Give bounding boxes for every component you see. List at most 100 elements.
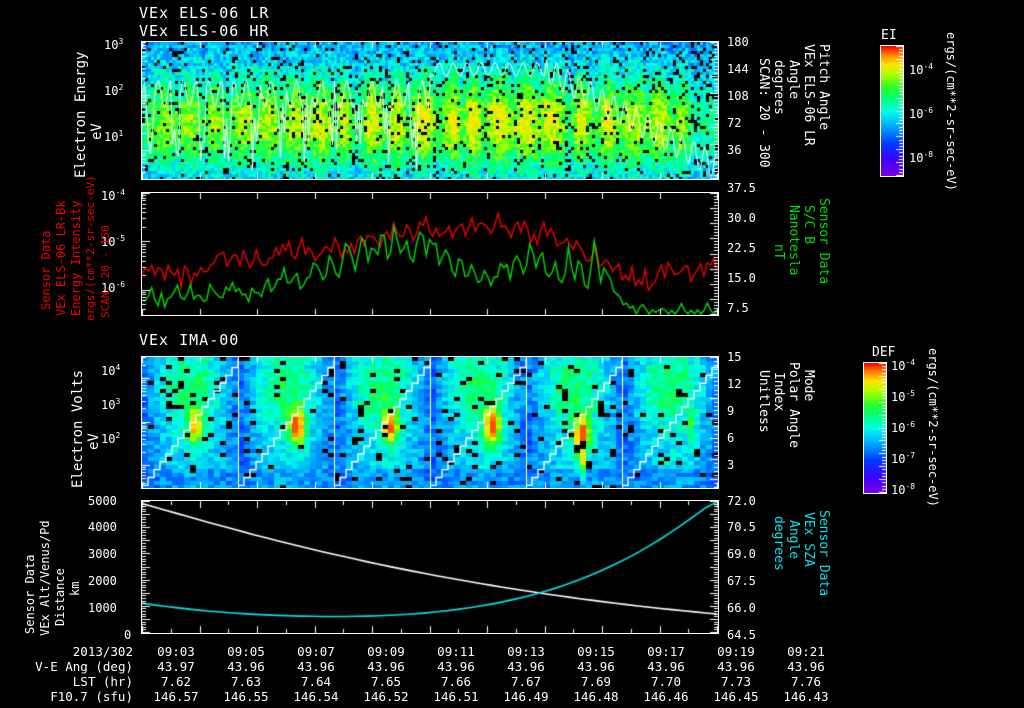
panel4-rlabel-angle: Angle: [786, 520, 801, 560]
panel4-rtick-2: 69.0: [727, 547, 756, 561]
panel1-ytick-0: 103: [104, 37, 124, 52]
panel4-llabel-inst: VEx Alt/Venus/Pd: [38, 520, 52, 636]
panel3-title: VEx IMA-00: [139, 331, 240, 349]
panel3-rtick-2: 9: [727, 404, 735, 418]
panel2-llabel-sensor: Sensor Data: [39, 230, 53, 310]
panel3-ylabel: Electron Volts: [70, 369, 86, 488]
table-cell: 7.63: [230, 674, 262, 689]
panel1-rtick-4: 36: [727, 143, 742, 157]
colorbar1-tick-2: 10-8: [909, 150, 934, 165]
table-cell: 146.57: [153, 689, 199, 704]
table-cell: 43.96: [437, 659, 475, 674]
panel4-rtick-0: 72.0: [727, 494, 756, 508]
panel4-rtick-1: 70.5: [727, 520, 756, 534]
panel1-ytick-2: 101: [104, 129, 124, 144]
panel3-rlabel-index: Index: [771, 372, 786, 412]
table-cell: 09:19: [717, 644, 755, 659]
panel4-ytick-2: 3000: [88, 547, 117, 561]
panel4-rlabel-sensor: Sensor Data: [816, 510, 831, 597]
table-cell: 7.69: [580, 674, 612, 689]
table-cell: 146.48: [573, 689, 619, 704]
panel3-rlabel-mode: Mode: [801, 370, 816, 402]
colorbar2-tick-2: 10-6: [891, 420, 916, 435]
table-row-label: 2013/302: [72, 644, 133, 659]
panel4-llabel-sensor: Sensor Data: [23, 554, 37, 634]
panel4-rtick-4: 66.0: [727, 601, 756, 615]
panel2-ytick-2: 10-6: [101, 280, 126, 295]
table-cell: 09:11: [437, 644, 475, 659]
table-cell: 146.49: [503, 689, 549, 704]
panel1-title-hr: VEx ELS-06 HR: [139, 22, 270, 40]
panel4-ytick-4: 1000: [88, 601, 117, 615]
panel3-rlabel-polar: Polar Angle: [786, 362, 801, 449]
table-cell: 146.43: [783, 689, 829, 704]
panel1-rtick-3: 72: [727, 116, 742, 130]
panel2-llabel-quantity: Energy Intensity: [69, 200, 83, 316]
table-cell: 09:09: [367, 644, 405, 659]
panel1-rtick-2: 108: [727, 89, 749, 103]
panel2-llabel-units: ergs/(cm**2-sr-sec-eV): [84, 175, 97, 321]
table-row: V-E Ang (deg) 43.97 43.96 43.96 43.96 43.96 43…: [8, 659, 841, 674]
table-cell: 146.46: [643, 689, 689, 704]
table-cell: 09:03: [157, 644, 195, 659]
colorbar1-tick-1: 10-6: [909, 106, 934, 121]
table-cell: 09:21: [787, 644, 825, 659]
table-cell: 43.96: [717, 659, 755, 674]
panel2-rlabel-unitname: Nanotesla: [786, 205, 801, 276]
panel1-rlabel-pitch: Pitch Angle: [816, 44, 831, 131]
panel4-ytick-1: 4000: [88, 520, 117, 534]
panel2-rtick-3: 15.0: [727, 271, 756, 285]
table-cell: 146.51: [433, 689, 479, 704]
table-cell: 09:17: [647, 644, 685, 659]
colorbar2: [863, 362, 887, 494]
panel3-plot[interactable]: [141, 356, 719, 489]
colorbar2-tick-4: 10-8: [891, 482, 916, 497]
panel3-yunits: eV: [86, 433, 102, 450]
table-row-label: V-E Ang (deg): [35, 659, 133, 674]
panel4-rlabel-sza: VEx SZA: [801, 512, 816, 567]
colorbar1-units: ergs/(cm**2-sr-sec-eV): [944, 32, 958, 191]
colorbar2-tick-3: 10-7: [891, 451, 916, 466]
panel1-plot[interactable]: [141, 41, 719, 180]
panel1-ytick-1: 102: [104, 83, 124, 98]
panel1-rlabel-degrees: degrees: [771, 60, 786, 115]
panel2-ytick-1: 10-5: [101, 234, 126, 249]
panel1-title-lr: VEx ELS-06 LR: [139, 4, 270, 22]
panel2-llabel-inst: VEx ELS-06 LR-Bk: [54, 200, 68, 316]
panel2-rtick-4: 7.5: [727, 301, 749, 315]
panel4-llabel-distance: Distance: [53, 568, 67, 626]
panel3-rtick-0: 15: [727, 350, 742, 364]
panel4-ytick-0: 5000: [88, 494, 117, 508]
table-row: 2013/302 09:03 09:05 09:07 09:09 09:11 09:13 09…: [8, 644, 841, 659]
panel4-rtick-5: 64.5: [727, 628, 756, 642]
table-cell: 09:07: [297, 644, 335, 659]
panel1-scan-label: SCAN: 20 - 300: [756, 58, 771, 168]
table-cell: 7.64: [300, 674, 332, 689]
panel4-plot[interactable]: [141, 500, 719, 634]
table-cell: 43.96: [227, 659, 265, 674]
panel1-rlabel-inst: VEx ELS-06 LR: [801, 44, 816, 146]
colorbar1-tick-0: 10-4: [909, 62, 934, 77]
panel4-ytick-3: 2000: [88, 574, 117, 588]
table-cell: 146.55: [223, 689, 269, 704]
panel2-plot[interactable]: [141, 192, 719, 316]
panel2-llabel-scan: SCAN: 20 - 150: [99, 225, 112, 318]
table-cell: 09:13: [507, 644, 545, 659]
panel1-ylabel: Electron Energy: [73, 51, 89, 178]
panel3-rtick-4: 3: [727, 458, 735, 472]
panel2-rtick-1: 30.0: [727, 211, 756, 225]
panel4-llabel-km: km: [68, 581, 82, 596]
table-cell: 146.52: [363, 689, 409, 704]
panel4-rtick-3: 67.5: [727, 574, 756, 588]
panel3-rtick-3: 6: [727, 431, 735, 445]
table-row-label: F10.7 (sfu): [50, 689, 133, 704]
panel2-rtick-2: 22.5: [727, 241, 756, 255]
table-row-label: LST (hr): [72, 674, 133, 689]
panel3-rlabel-unitless: Unitless: [756, 370, 771, 433]
panel2-ytick-0: 10-4: [101, 188, 126, 203]
panel1-yunits: eV: [89, 123, 105, 140]
panel3-ytick-2: 102: [101, 431, 121, 446]
panel1-rlabel-angle: Angle: [786, 60, 801, 100]
colorbar2-units: ergs/(cm**2-sr-sec-eV): [926, 348, 940, 507]
